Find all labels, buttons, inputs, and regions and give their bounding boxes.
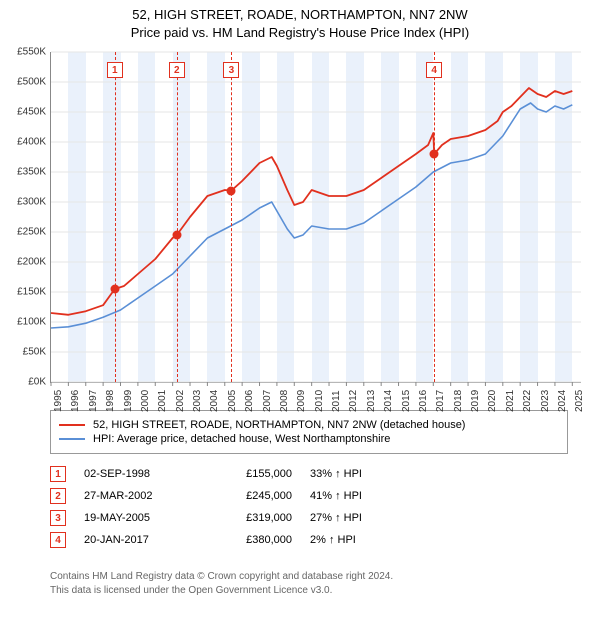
sale-marker-line <box>115 52 116 382</box>
sales-row-price: £245,000 <box>202 490 292 502</box>
sale-marker-point <box>172 231 181 240</box>
x-tick-label: 2017 <box>435 390 446 412</box>
y-tick-label: £350K <box>8 167 46 178</box>
sales-table: 1 02-SEP-1998 £155,000 33% ↑ HPI 2 27-MAR-200… <box>50 460 550 554</box>
sales-row-marker: 4 <box>50 532 66 548</box>
sales-row: 3 19-MAY-2005 £319,000 27% ↑ HPI <box>50 510 550 526</box>
sale-marker-number: 1 <box>107 62 123 78</box>
x-tick-label: 2025 <box>574 390 585 412</box>
x-tick-label: 2000 <box>140 390 151 412</box>
x-tick-label: 2002 <box>175 390 186 412</box>
x-tick-label: 2004 <box>209 390 220 412</box>
y-tick-label: £0K <box>8 377 46 388</box>
x-tick-label: 2006 <box>244 390 255 412</box>
sales-row-date: 19-MAY-2005 <box>84 512 184 524</box>
sale-marker-number: 2 <box>169 62 185 78</box>
x-tick-label: 2024 <box>557 390 568 412</box>
sales-row: 1 02-SEP-1998 £155,000 33% ↑ HPI <box>50 466 550 482</box>
x-tick-label: 2007 <box>262 390 273 412</box>
y-tick-label: £50K <box>8 347 46 358</box>
x-tick-label: 1996 <box>70 390 81 412</box>
plot-svg <box>51 52 581 382</box>
sale-marker-point <box>227 186 236 195</box>
x-tick-label: 1999 <box>123 390 134 412</box>
sales-row: 2 27-MAR-2002 £245,000 41% ↑ HPI <box>50 488 550 504</box>
y-tick-label: £300K <box>8 197 46 208</box>
x-tick-label: 2016 <box>418 390 429 412</box>
sales-row-diff: 27% ↑ HPI <box>310 512 420 524</box>
y-tick-label: £100K <box>8 317 46 328</box>
legend-swatch-1 <box>59 424 85 426</box>
chart-area: 1 2 3 4 <box>50 52 580 382</box>
x-tick-label: 2022 <box>522 390 533 412</box>
footer-line-2: This data is licensed under the Open Gov… <box>50 584 560 598</box>
x-tick-label: 2011 <box>331 390 342 412</box>
legend-swatch-2 <box>59 438 85 440</box>
x-tick-label: 2001 <box>157 390 168 412</box>
plot-area: 1 2 3 4 <box>50 52 581 383</box>
x-tick-label: 1995 <box>53 390 64 412</box>
x-tick-label: 1998 <box>105 390 116 412</box>
x-tick-label: 1997 <box>88 390 99 412</box>
sale-marker-point <box>110 285 119 294</box>
x-tick-label: 2015 <box>401 390 412 412</box>
sale-marker-number: 4 <box>426 62 442 78</box>
sales-row-diff: 41% ↑ HPI <box>310 490 420 502</box>
sale-marker-line <box>177 52 178 382</box>
y-tick-label: £150K <box>8 287 46 298</box>
y-tick-label: £450K <box>8 107 46 118</box>
sales-row-price: £319,000 <box>202 512 292 524</box>
sales-row-price: £155,000 <box>202 468 292 480</box>
legend-item-2: HPI: Average price, detached house, West… <box>59 433 559 445</box>
sales-row-date: 20-JAN-2017 <box>84 534 184 546</box>
legend: 52, HIGH STREET, ROADE, NORTHAMPTON, NN7… <box>50 410 568 454</box>
footer-line-1: Contains HM Land Registry data © Crown c… <box>50 570 560 584</box>
chart-title: 52, HIGH STREET, ROADE, NORTHAMPTON, NN7… <box>0 0 600 41</box>
x-tick-label: 2021 <box>505 390 516 412</box>
legend-item-1: 52, HIGH STREET, ROADE, NORTHAMPTON, NN7… <box>59 419 559 431</box>
x-tick-label: 2005 <box>227 390 238 412</box>
sale-marker-number: 3 <box>223 62 239 78</box>
sales-row-date: 02-SEP-1998 <box>84 468 184 480</box>
x-tick-label: 2008 <box>279 390 290 412</box>
x-tick-label: 2018 <box>453 390 464 412</box>
legend-label-1: 52, HIGH STREET, ROADE, NORTHAMPTON, NN7… <box>93 419 465 431</box>
x-tick-label: 2012 <box>348 390 359 412</box>
legend-label-2: HPI: Average price, detached house, West… <box>93 433 390 445</box>
title-line-2: Price paid vs. HM Land Registry's House … <box>0 24 600 42</box>
sales-row-date: 27-MAR-2002 <box>84 490 184 502</box>
x-tick-label: 2020 <box>487 390 498 412</box>
title-line-1: 52, HIGH STREET, ROADE, NORTHAMPTON, NN7… <box>0 6 600 24</box>
x-tick-label: 2013 <box>366 390 377 412</box>
y-tick-label: £250K <box>8 227 46 238</box>
x-tick-label: 2019 <box>470 390 481 412</box>
x-tick-label: 2003 <box>192 390 203 412</box>
x-tick-label: 2010 <box>314 390 325 412</box>
sales-row-diff: 2% ↑ HPI <box>310 534 420 546</box>
sales-row: 4 20-JAN-2017 £380,000 2% ↑ HPI <box>50 532 550 548</box>
sale-marker-line <box>434 52 435 382</box>
sales-row-marker: 1 <box>50 466 66 482</box>
x-tick-label: 2023 <box>540 390 551 412</box>
y-tick-label: £500K <box>8 77 46 88</box>
sales-row-marker: 2 <box>50 488 66 504</box>
y-tick-label: £400K <box>8 137 46 148</box>
attribution-footer: Contains HM Land Registry data © Crown c… <box>50 570 560 597</box>
sale-marker-line <box>231 52 232 382</box>
x-tick-label: 2014 <box>383 390 394 412</box>
x-tick-label: 2009 <box>296 390 307 412</box>
sale-marker-point <box>430 150 439 159</box>
sales-row-diff: 33% ↑ HPI <box>310 468 420 480</box>
y-tick-label: £200K <box>8 257 46 268</box>
sales-row-price: £380,000 <box>202 534 292 546</box>
y-tick-label: £550K <box>8 47 46 58</box>
sales-row-marker: 3 <box>50 510 66 526</box>
